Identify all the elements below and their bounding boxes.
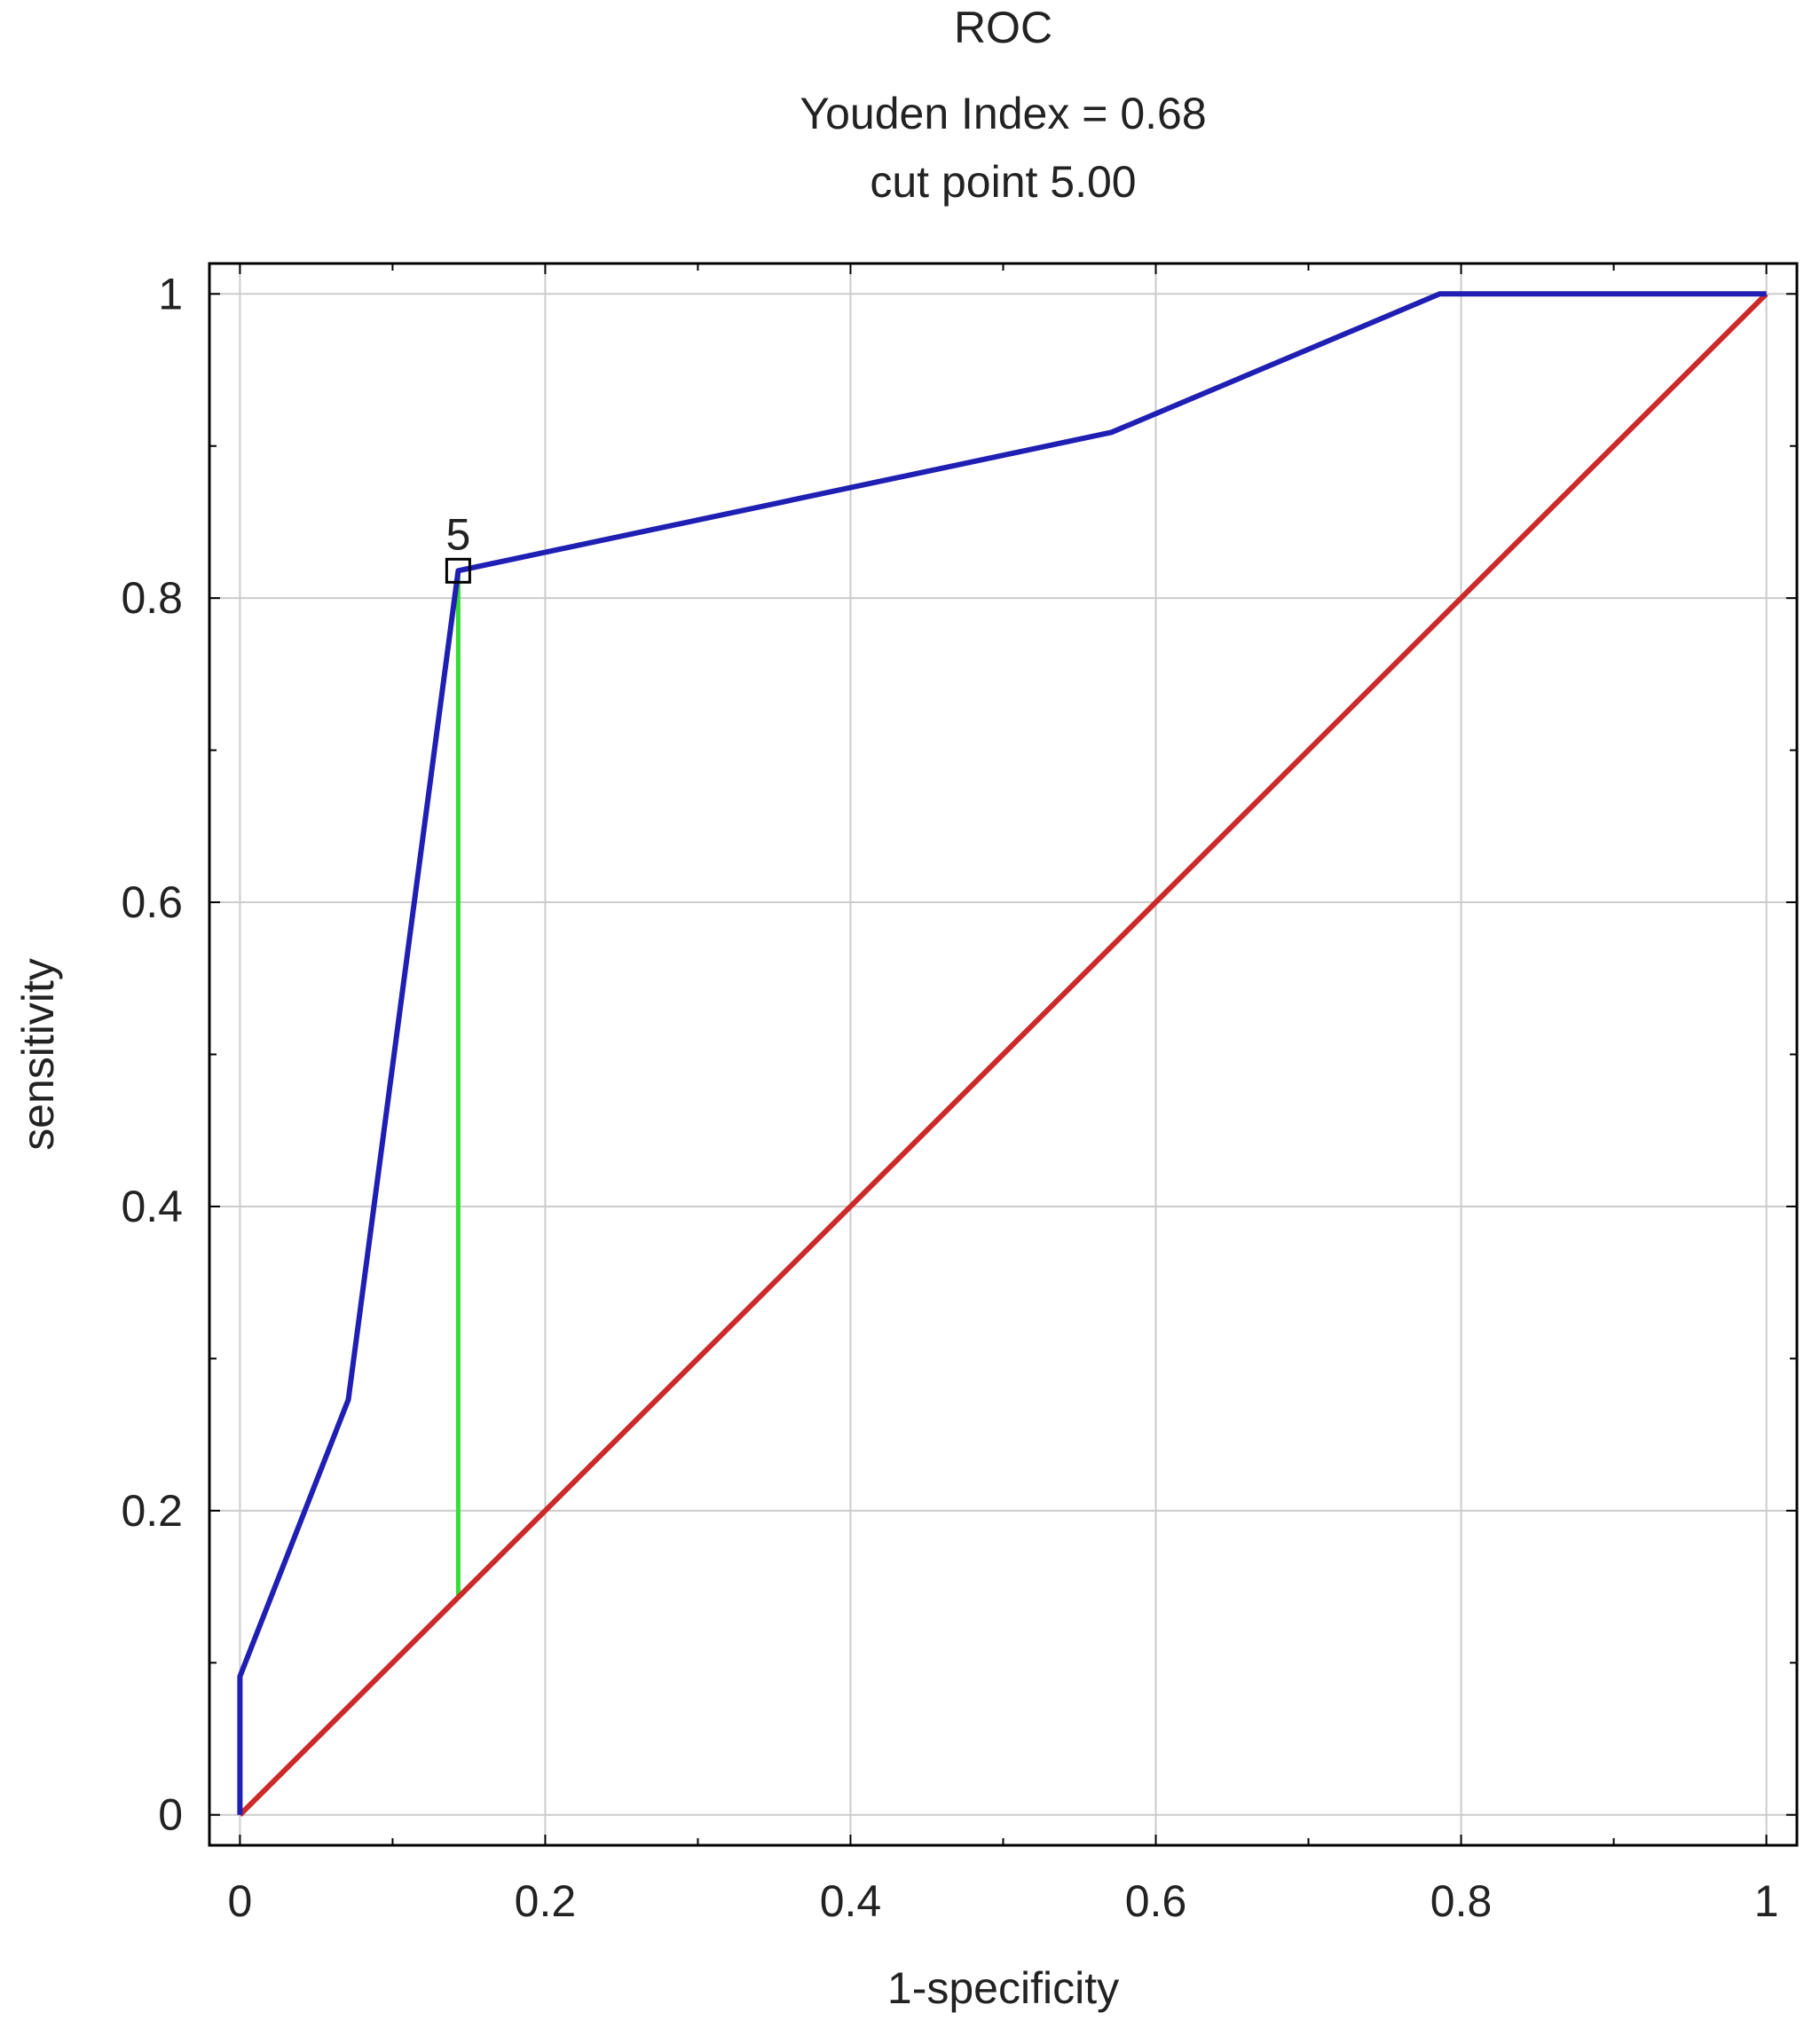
annotations: 5 [445,509,471,584]
minor-ticks [209,263,1797,1845]
cut-point-label: 5 [445,509,470,559]
chart-subtitle-youden: Youden Index = 0.68 [800,89,1206,138]
y-tick-label: 0.8 [121,573,183,623]
x-tick-label: 0.2 [515,1876,577,1926]
series [237,291,1769,1817]
y-tick-label: 1 [158,269,183,318]
x-axis-label: 1-specificity [887,1963,1119,2013]
cut-point-marker [445,557,471,584]
grid [209,263,1797,1845]
chart-subtitle-cut-point: cut point 5.00 [870,157,1136,207]
x-tick-label: 0.8 [1430,1876,1493,1926]
tick-labels: 0 0.2 0.4 0.6 0.8 1 0 0.2 0.4 0.6 0.8 1 [121,269,1778,1926]
x-tick-label: 0.4 [820,1876,882,1926]
y-tick-label: 0.4 [121,1182,183,1231]
y-tick-label: 0.6 [121,877,183,927]
y-axis-label: sensitivity [13,958,63,1151]
y-tick-label: 0 [158,1790,183,1840]
reference-diagonal-line [238,292,1769,1817]
x-tick-label: 0.6 [1125,1876,1187,1926]
roc-curve-line [237,291,1767,1815]
y-tick-label: 0.2 [121,1486,183,1536]
x-tick-label: 1 [1754,1876,1779,1926]
chart-title: ROC [954,3,1052,52]
x-tick-label: 0 [227,1876,252,1926]
